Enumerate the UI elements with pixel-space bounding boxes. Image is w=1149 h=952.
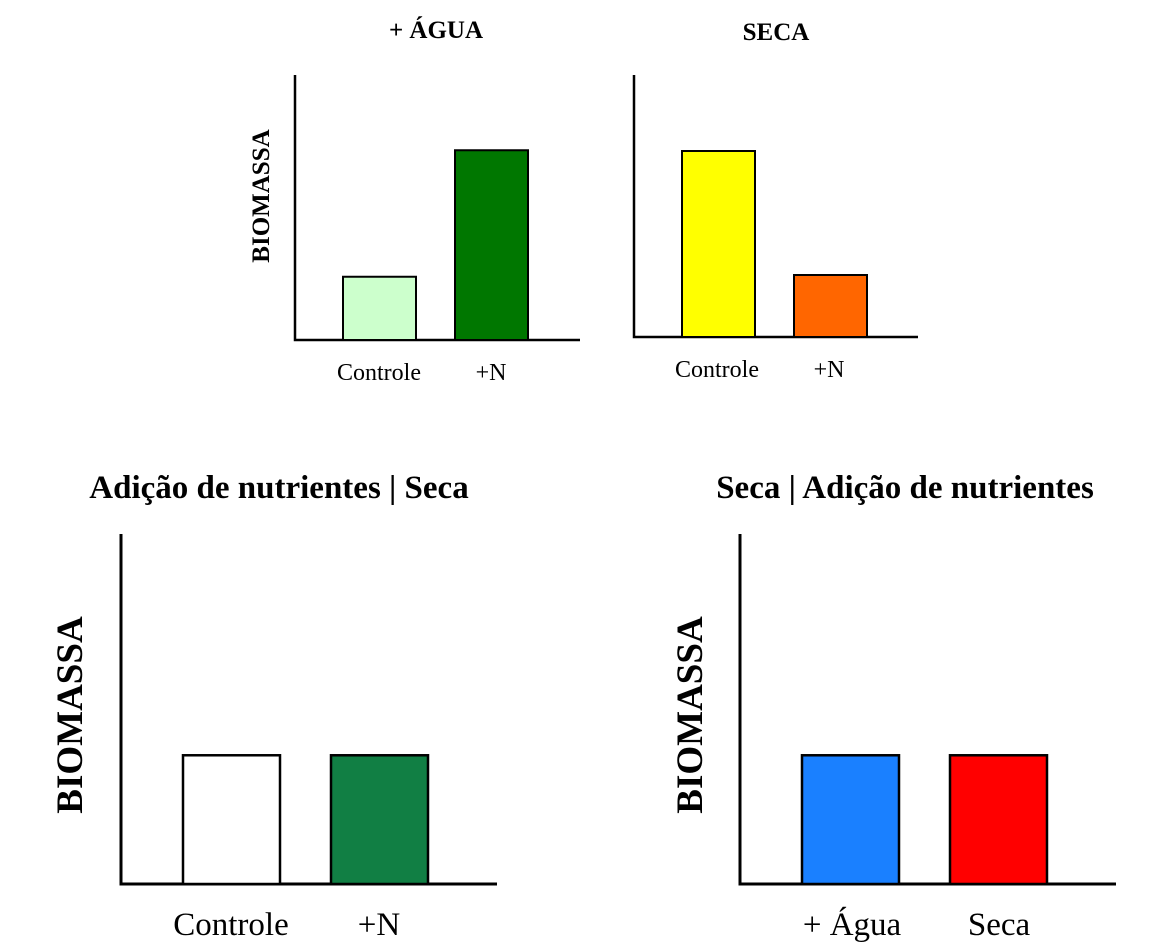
chart-seca-nutrientes-bar-1 <box>948 754 1049 886</box>
chart-agua-axes <box>293 75 580 342</box>
chart-seca-nutrientes-ylabel: BIOMASSA <box>670 616 711 814</box>
chart-seca-nutrientes-tick-label-0: + Água <box>803 906 902 943</box>
chart-seca-tick-label-0: Controle <box>675 357 759 383</box>
chart-seca-axes <box>632 75 918 339</box>
chart-seca-nutrientes-tick-label-1: Seca <box>968 907 1031 943</box>
chart-seca-bar-1 <box>793 274 868 338</box>
chart-agua-tick-label-0: Controle <box>337 360 421 386</box>
chart-seca-nutrientes-axes <box>738 534 1116 886</box>
chart-seca-nutrientes: Seca | Adição de nutrientes BIOMASSA + Á… <box>670 470 1116 943</box>
chart-seca-nutrientes-title: Seca | Adição de nutrientes <box>716 470 1094 506</box>
chart-agua-tick-label-1: +N <box>476 360 507 386</box>
chart-nutrientes-seca-tick-label-1: +N <box>358 907 401 943</box>
chart-agua-bar-1 <box>454 149 529 341</box>
chart-seca-title: SECA <box>743 19 810 46</box>
chart-nutrientes-seca-ylabel: BIOMASSA <box>50 616 91 814</box>
chart-seca-bar-0 <box>681 150 756 338</box>
chart-seca: SECA Controle +N <box>632 19 918 383</box>
chart-nutrientes-seca-title: Adição de nutrientes | Seca <box>89 470 468 506</box>
chart-seca-nutrientes-bar-0 <box>800 754 901 886</box>
chart-agua-ylabel: BIOMASSA <box>248 129 275 262</box>
chart-nutrientes-seca-axes <box>119 534 497 886</box>
chart-nutrientes-seca-tick-label-0: Controle <box>173 907 288 943</box>
chart-seca-tick-label-1: +N <box>814 357 845 383</box>
chart-agua-bar-0 <box>342 275 417 341</box>
chart-agua: + ÁGUA BIOMASSA Controle +N <box>248 16 580 386</box>
chart-agua-title: + ÁGUA <box>389 16 483 44</box>
chart-nutrientes-seca-bar-0 <box>181 754 282 886</box>
chart-nutrientes-seca: Adição de nutrientes | Seca BIOMASSA Con… <box>50 470 497 943</box>
chart-nutrientes-seca-bar-1 <box>329 754 430 886</box>
